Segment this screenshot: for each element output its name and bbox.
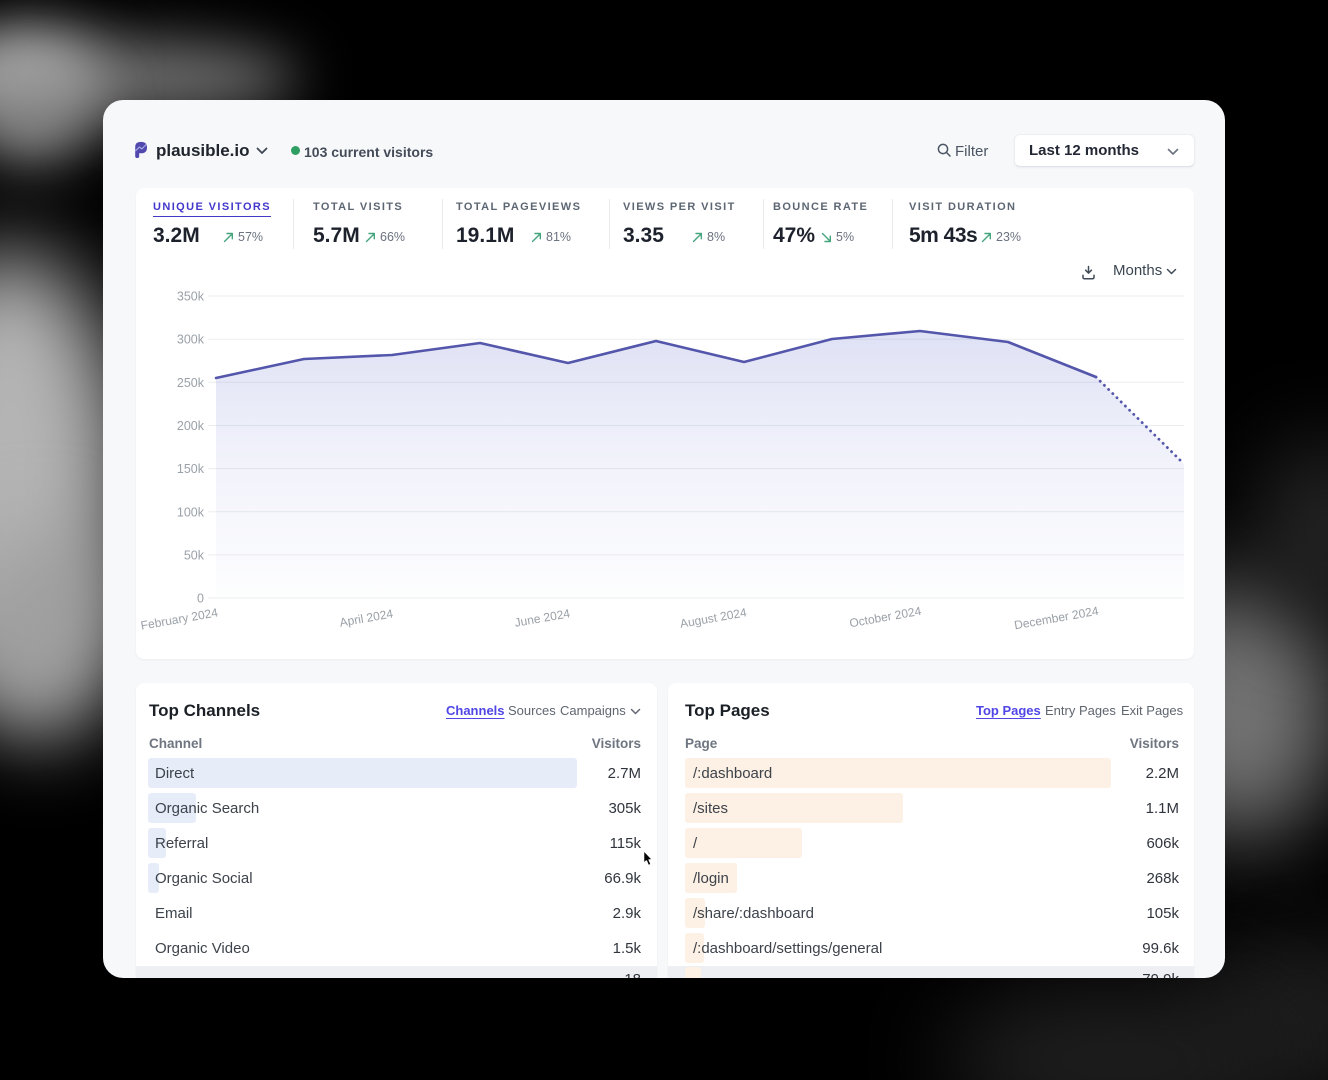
svg-text:February 2024: February 2024 (140, 605, 220, 632)
svg-text:350k: 350k (177, 290, 205, 304)
svg-text:200k: 200k (177, 419, 205, 433)
svg-text:250k: 250k (177, 376, 205, 390)
svg-text:April 2024: April 2024 (338, 606, 394, 629)
svg-text:50k: 50k (184, 548, 205, 562)
svg-text:100k: 100k (177, 505, 205, 519)
svg-text:December 2024: December 2024 (1013, 604, 1100, 633)
svg-text:June 2024: June 2024 (513, 606, 571, 630)
svg-text:August 2024: August 2024 (679, 605, 748, 631)
svg-text:150k: 150k (177, 462, 205, 476)
svg-text:0: 0 (197, 592, 204, 606)
svg-text:300k: 300k (177, 333, 205, 347)
svg-text:October 2024: October 2024 (848, 604, 922, 630)
